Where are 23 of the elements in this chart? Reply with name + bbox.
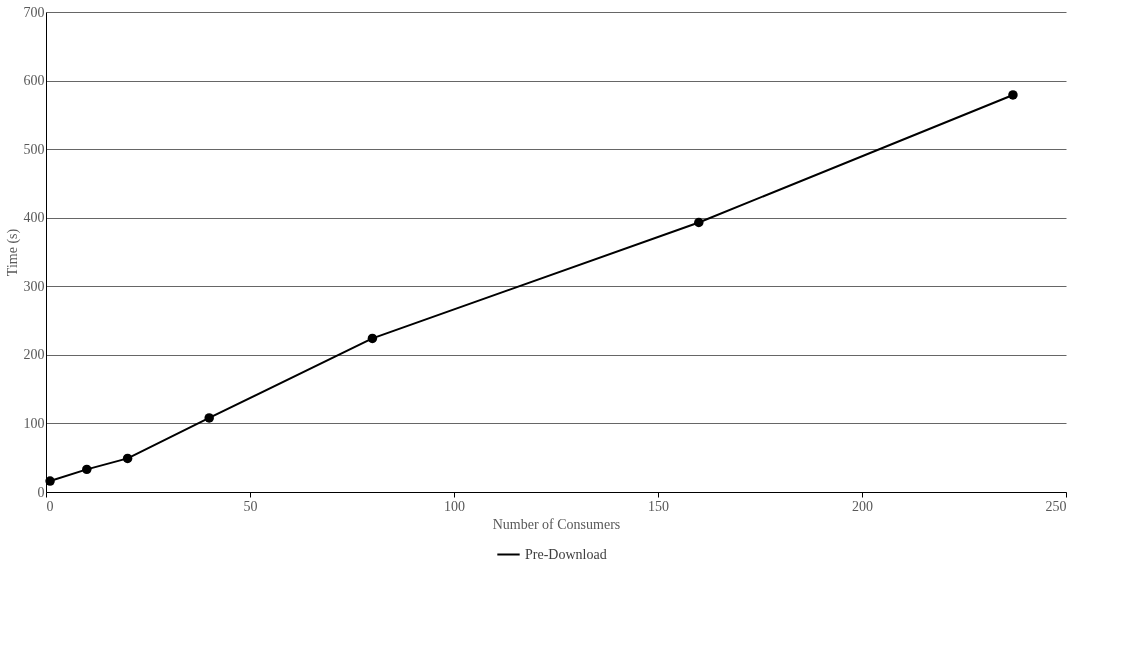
legend-label: Pre-Download xyxy=(525,546,607,562)
y-tick-label: 200 xyxy=(23,347,45,363)
y-tick-label: 600 xyxy=(23,73,45,89)
x-tick-label: 250 xyxy=(1045,498,1067,514)
point xyxy=(694,217,704,228)
x-tick-label: 150 xyxy=(648,498,669,514)
x-tick-label: 200 xyxy=(852,498,873,514)
y-tick-label: 0 xyxy=(37,484,45,500)
point xyxy=(204,413,214,423)
y-tick-label: 100 xyxy=(23,415,45,431)
point xyxy=(122,453,133,464)
y-tick-label: 300 xyxy=(23,278,45,294)
x-tick-label: 100 xyxy=(444,498,465,514)
y-tick-label: 700 xyxy=(23,4,45,20)
point xyxy=(45,476,55,486)
x-axis-title: Number of Consumers xyxy=(492,516,621,532)
x-tick-label: 50 xyxy=(243,498,258,514)
point xyxy=(367,333,378,344)
point xyxy=(82,464,92,475)
y-axis-title: Time (s) xyxy=(4,228,21,277)
y-tick-label: 500 xyxy=(23,141,45,157)
point xyxy=(1008,90,1018,100)
y-tick-label: 400 xyxy=(23,210,45,226)
